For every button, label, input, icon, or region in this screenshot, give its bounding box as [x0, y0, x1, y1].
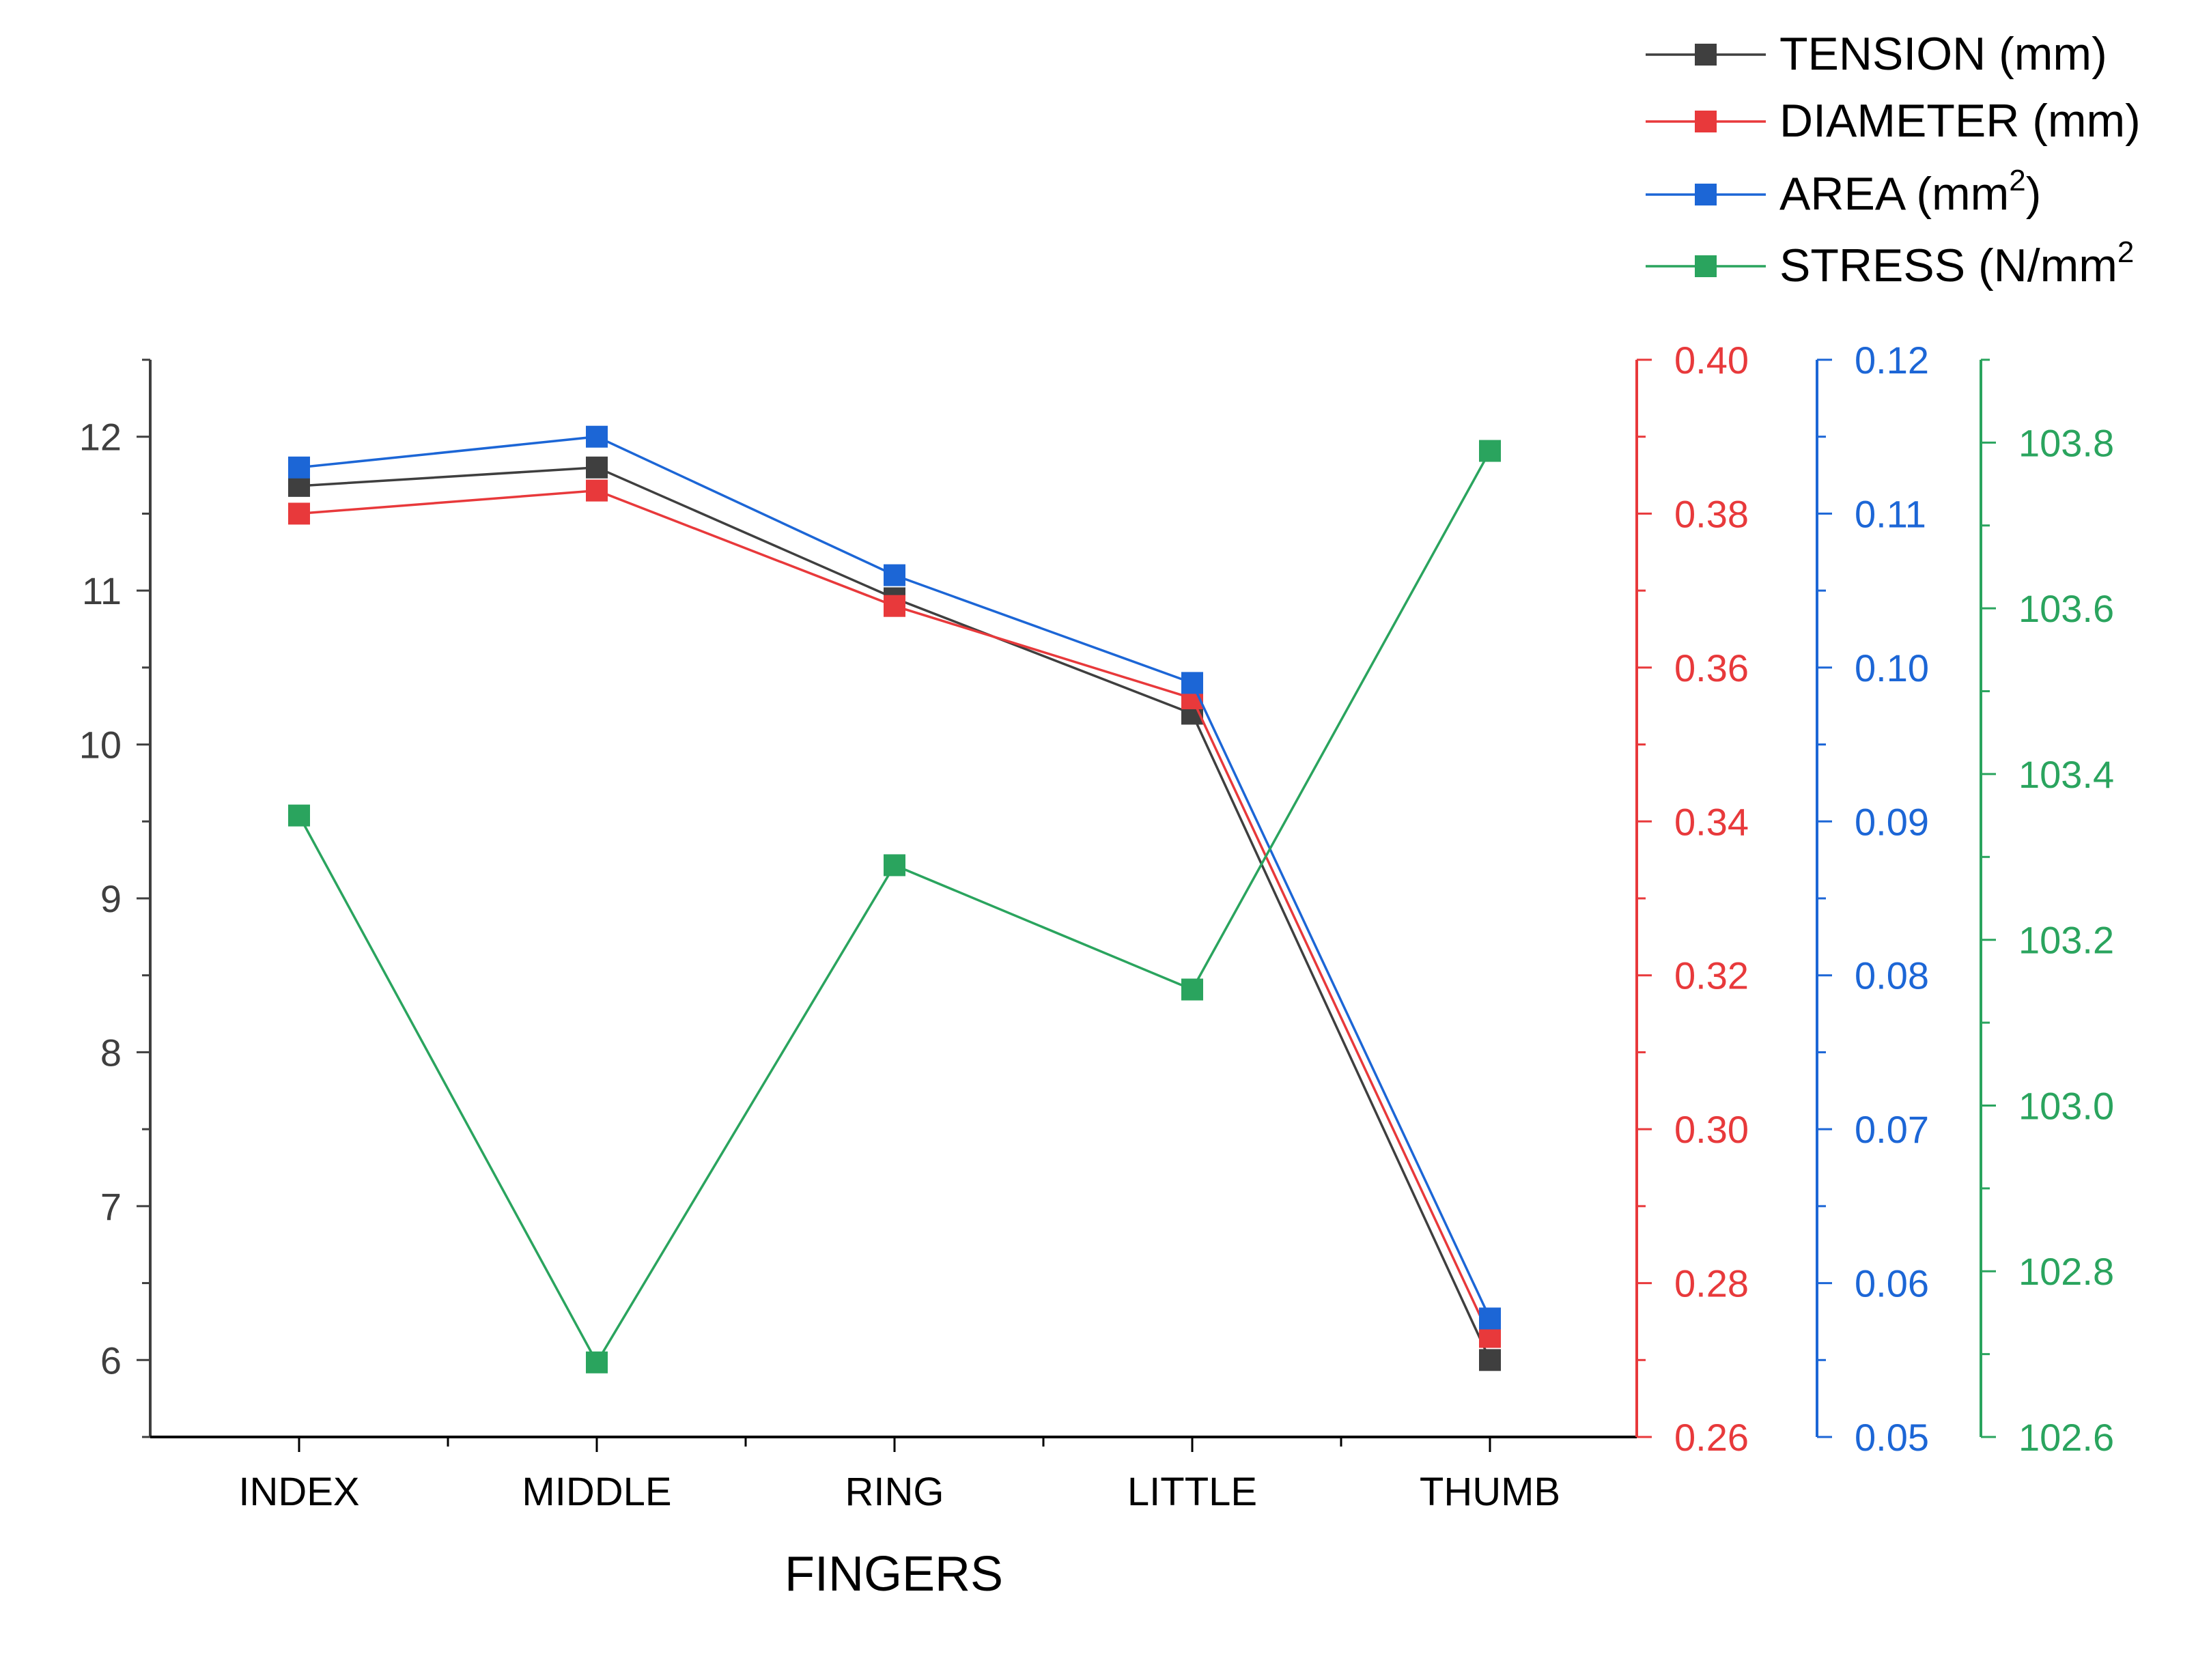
x-axis-title: FINGERS: [785, 1547, 1003, 1601]
data-point-0: [586, 456, 608, 479]
data-point-1: [1479, 1326, 1501, 1348]
blue-axis-tick-label: 0.10: [1855, 646, 1929, 689]
data-point-3: [884, 854, 905, 877]
left-axis-tick-label: 11: [82, 569, 122, 612]
data-point-1: [288, 502, 310, 525]
axes-layer: 6 7 8 9 10 11 12 INDEX MIDDLE RING LITTLE THUMB 0.26…: [79, 339, 2114, 1514]
legend-label-close: ): [2026, 168, 2042, 220]
x-axis-tick-label: THUMB: [1420, 1470, 1560, 1514]
legend-marker: [1695, 44, 1717, 66]
green-axis-tick-label: 102.6: [2018, 1416, 2114, 1459]
left-axis-tick-label: 12: [79, 416, 122, 459]
legend-marker: [1695, 111, 1717, 132]
red-axis-tick-label: 0.38: [1674, 492, 1749, 535]
data-point-3: [1479, 440, 1501, 462]
legend-marker: [1695, 255, 1717, 277]
red-axis-tick-label: 0.32: [1674, 954, 1749, 997]
data-point-3: [288, 804, 310, 827]
x-axis-tick-label: INDEX: [238, 1470, 359, 1514]
data-point-2: [586, 425, 608, 448]
legend-label-superscript: 2: [2009, 164, 2025, 197]
blue-axis-tick-label: 0.09: [1855, 800, 1929, 843]
red-axis-tick-label: 0.34: [1674, 800, 1749, 843]
red-axis-tick-label: 0.28: [1674, 1262, 1749, 1305]
data-point-3: [1181, 978, 1203, 1001]
legend-label: DIAMETER (mm): [1779, 95, 2141, 147]
legend: TENSION (mm) DIAMETER (mm) AREA (mm2) STRES…: [1646, 28, 2141, 291]
legend-marker: [1695, 184, 1717, 205]
data-point-2: [884, 564, 905, 586]
data-point-0: [1479, 1349, 1501, 1371]
red-axis-tick-label: 0.30: [1674, 1108, 1749, 1151]
left-axis-tick-label: 7: [100, 1185, 122, 1228]
legend-label: STRESS (N/mm2: [1779, 236, 2134, 291]
red-axis-tick-label: 0.40: [1674, 339, 1749, 382]
x-axis-tick-label: MIDDLE: [522, 1470, 671, 1514]
legend-label: AREA (mm2): [1779, 164, 2041, 220]
green-axis-tick-label: 102.8: [2018, 1250, 2114, 1293]
data-point-2: [288, 456, 310, 479]
data-point-2: [1479, 1307, 1501, 1330]
series-layer: [288, 425, 1501, 1373]
x-axis-tick-label: RING: [845, 1470, 944, 1514]
data-point-1: [884, 595, 905, 617]
left-axis-tick-label: 9: [100, 877, 122, 920]
left-axis-tick-label: 10: [79, 724, 122, 767]
blue-axis-tick-label: 0.12: [1855, 339, 1929, 382]
data-point-1: [586, 479, 608, 502]
series-line-1: [298, 489, 1491, 1338]
green-axis-tick-label: 103.6: [2018, 587, 2114, 630]
data-point-0: [288, 474, 310, 497]
data-point-2: [1181, 672, 1203, 694]
green-axis-tick-label: 103.0: [2018, 1084, 2114, 1127]
blue-axis-tick-label: 0.11: [1855, 492, 1926, 535]
data-point-3: [586, 1351, 608, 1373]
green-axis-tick-label: 103.2: [2018, 919, 2114, 962]
green-axis-tick-label: 103.4: [2018, 753, 2114, 796]
blue-axis-tick-label: 0.06: [1855, 1262, 1929, 1305]
blue-axis-tick-label: 0.07: [1855, 1108, 1929, 1151]
blue-axis-tick-label: 0.05: [1855, 1416, 1929, 1459]
left-axis-tick-label: 8: [100, 1031, 122, 1074]
green-axis-tick-label: 103.8: [2018, 421, 2114, 464]
red-axis-tick-label: 0.36: [1674, 646, 1749, 689]
legend-label-superscript: 2: [2117, 236, 2134, 269]
blue-axis-tick-label: 0.08: [1855, 954, 1929, 997]
x-axis-tick-label: LITTLE: [1127, 1470, 1257, 1514]
red-axis-tick-label: 0.26: [1674, 1416, 1749, 1459]
left-axis-tick-label: 6: [100, 1339, 122, 1382]
legend-label: TENSION (mm): [1779, 28, 2107, 80]
